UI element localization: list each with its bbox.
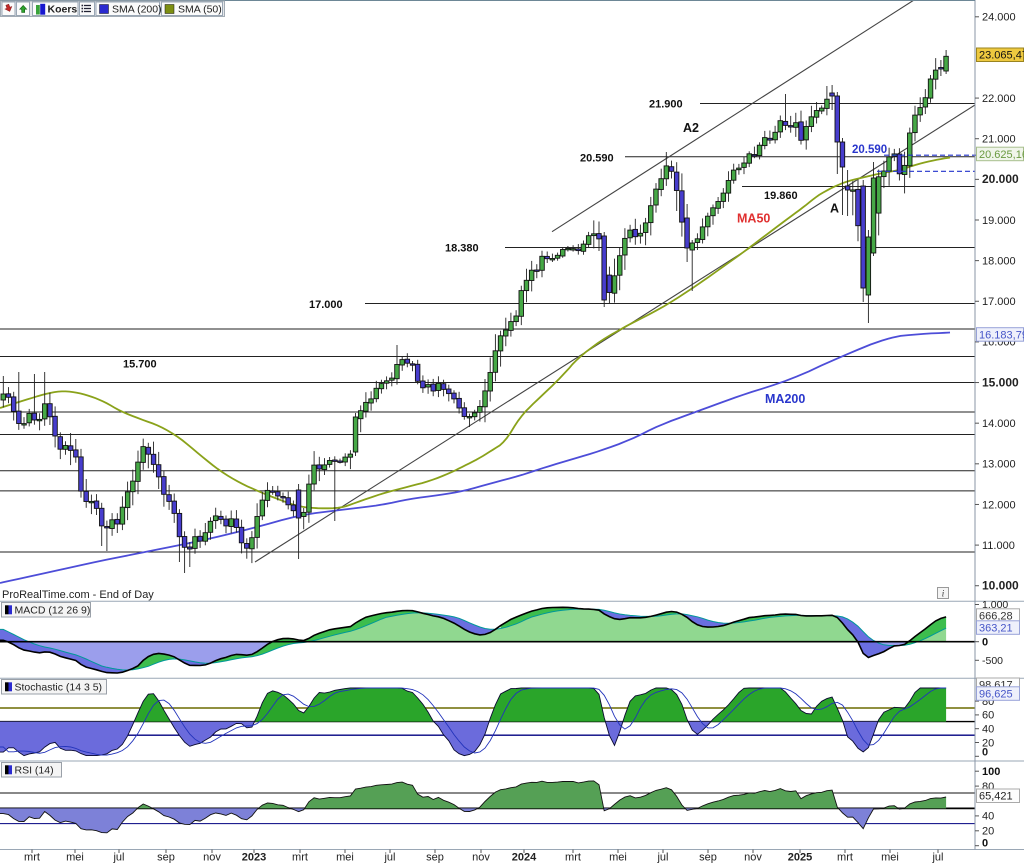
- svg-text:12.000: 12.000: [982, 499, 1016, 511]
- svg-text:20.625,16: 20.625,16: [979, 149, 1024, 161]
- svg-text:96,625: 96,625: [979, 688, 1013, 700]
- svg-text:18.380: 18.380: [445, 243, 479, 255]
- svg-text:jul: jul: [931, 852, 943, 864]
- svg-text:mrt: mrt: [24, 852, 40, 864]
- svg-text:40: 40: [982, 811, 994, 823]
- svg-text:Stochastic (14 3 5): Stochastic (14 3 5): [15, 682, 103, 694]
- svg-text:sep: sep: [426, 852, 444, 864]
- svg-text:16.183,79: 16.183,79: [979, 329, 1024, 341]
- svg-text:18.000: 18.000: [982, 255, 1016, 267]
- svg-text:mei: mei: [609, 852, 627, 864]
- svg-text:23.065,47: 23.065,47: [979, 50, 1024, 62]
- svg-text:17.000: 17.000: [309, 299, 343, 311]
- svg-text:0: 0: [982, 637, 988, 649]
- svg-text:2025: 2025: [788, 852, 812, 864]
- svg-text:mrt: mrt: [292, 852, 308, 864]
- svg-text:MA200: MA200: [765, 392, 805, 406]
- svg-text:21.900: 21.900: [649, 99, 683, 111]
- svg-text:mei: mei: [881, 852, 899, 864]
- svg-text:24.000: 24.000: [982, 12, 1016, 24]
- svg-text:10.000: 10.000: [982, 579, 1019, 593]
- svg-text:20.000: 20.000: [982, 172, 1019, 186]
- svg-text:17.000: 17.000: [982, 296, 1016, 308]
- svg-text:ProRealTime.com - End of Day: ProRealTime.com - End of Day: [2, 589, 154, 601]
- svg-text:Koers: Koers: [48, 4, 78, 16]
- svg-text:0: 0: [982, 747, 988, 759]
- svg-text:sep: sep: [157, 852, 175, 864]
- svg-text:19.000: 19.000: [982, 215, 1016, 227]
- svg-text:60: 60: [982, 710, 994, 722]
- svg-text:20: 20: [982, 737, 994, 749]
- svg-text:1.000: 1.000: [982, 599, 1008, 611]
- svg-text:100: 100: [982, 766, 1000, 778]
- svg-text:SMA (200): SMA (200): [112, 4, 162, 16]
- svg-text:2023: 2023: [242, 852, 266, 864]
- svg-text:20.590: 20.590: [580, 153, 614, 165]
- svg-text:0: 0: [982, 838, 988, 850]
- svg-text:A: A: [830, 202, 839, 216]
- svg-text:MA50: MA50: [737, 212, 770, 226]
- svg-text:40: 40: [982, 724, 994, 736]
- svg-text:RSI (14): RSI (14): [15, 765, 54, 777]
- svg-text:13.000: 13.000: [982, 459, 1016, 471]
- svg-text:sep: sep: [699, 852, 717, 864]
- svg-text:i: i: [942, 589, 945, 599]
- svg-text:-500: -500: [982, 655, 1003, 667]
- svg-text:nov: nov: [744, 852, 762, 864]
- svg-text:mrt: mrt: [837, 852, 853, 864]
- svg-text:jul: jul: [112, 852, 124, 864]
- svg-text:nov: nov: [203, 852, 221, 864]
- svg-text:20.590: 20.590: [852, 144, 887, 156]
- svg-text:15.700: 15.700: [123, 359, 157, 371]
- svg-text:nov: nov: [472, 852, 490, 864]
- svg-text:14.000: 14.000: [982, 418, 1016, 430]
- svg-text:jul: jul: [383, 852, 395, 864]
- svg-text:mrt: mrt: [565, 852, 581, 864]
- svg-text:19.860: 19.860: [764, 190, 798, 202]
- svg-text:65,421: 65,421: [979, 791, 1013, 803]
- svg-text:21.000: 21.000: [982, 134, 1016, 146]
- svg-text:15.000: 15.000: [982, 375, 1019, 389]
- svg-text:jul: jul: [656, 852, 668, 864]
- svg-text:20: 20: [982, 826, 994, 838]
- svg-text:SMA (50): SMA (50): [178, 4, 222, 16]
- svg-text:MACD (12 26 9): MACD (12 26 9): [15, 605, 91, 617]
- svg-text:11.000: 11.000: [982, 540, 1015, 552]
- svg-text:363,21: 363,21: [979, 622, 1013, 634]
- svg-text:A2: A2: [683, 121, 699, 135]
- svg-text:666,28: 666,28: [979, 610, 1013, 622]
- svg-text:22.000: 22.000: [982, 93, 1016, 105]
- svg-text:2024: 2024: [512, 852, 537, 864]
- svg-text:mei: mei: [66, 852, 84, 864]
- svg-text:mei: mei: [336, 852, 354, 864]
